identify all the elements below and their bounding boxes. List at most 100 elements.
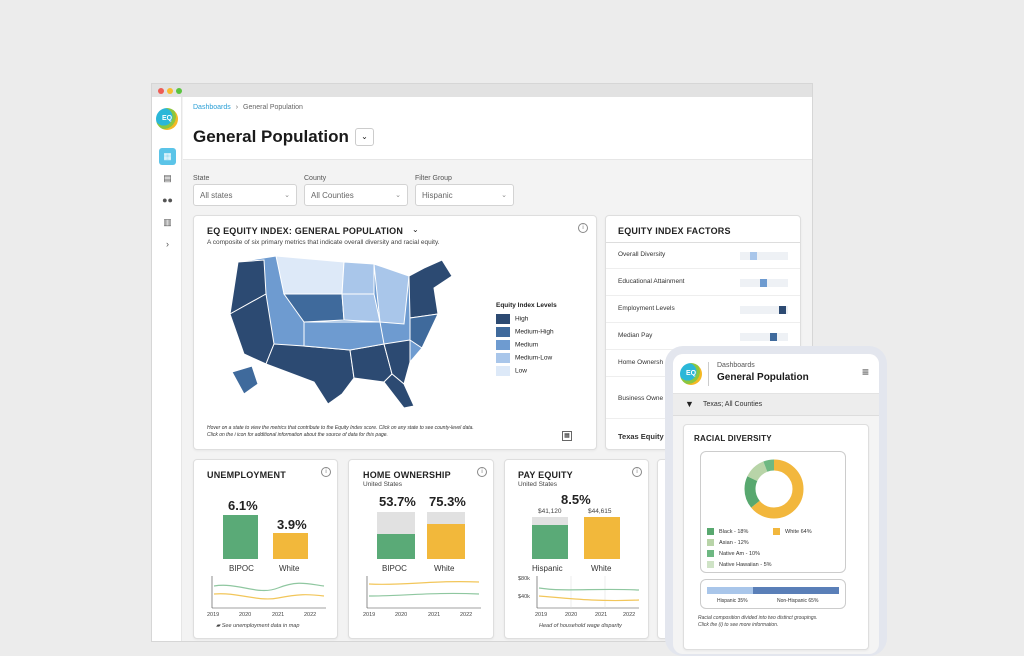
legend-label: Low [515,367,527,375]
factor-label: Business Owne [618,395,664,402]
white-bar[interactable] [427,523,465,559]
equity-index-title: EQ EQUITY INDEX: GENERAL POPULATION [207,226,404,236]
factor-row[interactable]: Texas Equity [606,423,800,449]
bipoc-value: 6.1% [228,498,258,513]
white-bar[interactable] [273,533,308,559]
legend-item: Medium-Low [496,353,552,363]
factor-marker [750,252,757,260]
state-filter-label: State [193,175,210,182]
legend-swatch [773,528,780,535]
non-hispanic-segment[interactable] [753,587,839,594]
info-icon[interactable]: i [578,223,588,233]
phone-breadcrumb[interactable]: Dashboards [717,362,755,369]
info-icon[interactable]: i [477,467,487,477]
pay-trend-chart[interactable] [535,574,641,612]
white-label: White [434,564,455,573]
bipoc-bar[interactable] [377,533,415,559]
divider [708,362,709,386]
us-choropleth-map[interactable] [224,254,469,414]
legend-label: Medium [515,341,539,349]
building-icon[interactable]: ▤ [163,173,172,183]
phone-page-title: General Population [717,372,809,383]
divider [606,242,800,243]
people-icon[interactable]: ●● [162,195,173,205]
factor-marker [770,333,777,341]
hispanic-segment[interactable] [707,587,753,594]
legend-title: Equity Index Levels [496,302,557,309]
factor-marker [760,279,767,287]
bipoc-bar-track [377,512,415,559]
y-axis-label: $40k [518,594,530,600]
white-bar-track [427,512,465,559]
unemployment-note[interactable]: ▰ See unemployment data in map [216,623,299,629]
eq-logo[interactable]: EQ [156,108,178,130]
year-label: 2021 [595,612,608,618]
home-ownership-title: HOME OWNERSHIP [363,470,451,480]
book-icon[interactable]: ▥ [163,217,172,227]
factor-track [740,279,788,287]
year-label: 2019 [535,612,548,618]
chevron-down-icon: ⌄ [395,192,401,199]
expand-chevron-icon[interactable]: › [166,239,169,249]
white-bar[interactable] [584,517,620,559]
factor-label: Median Pay [618,332,653,339]
equity-index-subtitle: A composite of six primary metrics that … [207,239,440,246]
hispanic-bar[interactable] [532,525,568,559]
legend-swatch [707,539,714,546]
factor-track [740,333,788,341]
donut-slice-black[interactable] [744,459,804,519]
pay-equity-title: PAY EQUITY [518,470,573,480]
legend-swatch [496,340,510,350]
chevron-down-icon[interactable]: ⌄ [412,225,419,234]
home-ownership-trend-chart[interactable] [363,574,483,612]
maximize-dot[interactable] [176,88,182,94]
donut-panel: Black - 18% White 64% Asian - 12% Native… [700,451,846,573]
unemployment-trend-chart[interactable] [208,574,328,612]
factor-marker [779,306,786,314]
year-label: 2020 [565,612,578,618]
legend-item: Native Am - 10% [707,550,760,557]
eq-logo[interactable]: EQ [680,363,702,385]
county-select[interactable]: All Counties ⌄ [304,184,408,206]
dashboard-icon[interactable]: ▦ [159,148,176,165]
factor-label: Employment Levels [618,305,675,312]
racial-donut-chart[interactable] [743,458,805,520]
phone-filter-bar[interactable]: ▼ Texas; All Counties [673,394,879,416]
legend-swatch [496,366,510,376]
filter-icon: ▼ [685,399,694,409]
factor-track [740,252,788,260]
sidebar: EQ ▦ ▤ ●● ▥ › [152,97,182,641]
info-icon[interactable]: i [632,467,642,477]
breadcrumb-dashboards[interactable]: Dashboards [193,104,231,111]
close-dot[interactable] [158,88,164,94]
factor-row[interactable]: Employment Levels [606,296,800,323]
info-icon[interactable]: i [321,467,331,477]
donut-slice-native-am[interactable] [744,459,804,519]
legend-swatch [496,314,510,324]
legend-swatch [707,550,714,557]
pay-equity-card: PAY EQUITY United States i 8.5% $41,120 … [504,459,649,639]
hamburger-menu-icon[interactable]: ≡ [861,365,869,379]
year-label: 2022 [460,612,473,618]
phone-mockup: EQ Dashboards General Population ≡ ▼ Tex… [665,346,887,656]
factor-row[interactable]: Educational Attainment [606,269,800,296]
legend-item: High [496,314,528,324]
factor-row[interactable]: Overall Diversity [606,242,800,269]
unemployment-card: UNEMPLOYMENT i 6.1% 3.9% BIPOC White 201… [193,459,338,639]
legend-item: Low [496,366,527,376]
bipoc-bar[interactable] [223,515,258,559]
title-dropdown-button[interactable]: ⌄ [355,128,374,146]
state-select[interactable]: All states ⌄ [193,184,297,206]
phone-note-1: Racial composition divided into two dist… [698,615,818,621]
group-select[interactable]: Hispanic ⌄ [415,184,514,206]
racial-diversity-title: RACIAL DIVERSITY [694,434,772,443]
state-select-value: All states [200,191,233,200]
legend-label: Native Am - 10% [719,550,760,557]
page-title: General Population [193,127,349,146]
table-icon[interactable]: ▦ [562,431,572,441]
county-select-value: All Counties [311,191,354,200]
home-ownership-subtitle: United States [363,481,403,488]
breadcrumb-current: General Population [243,104,303,111]
non-hispanic-share-label: Non-Hispanic 65% [777,598,819,604]
minimize-dot[interactable] [167,88,173,94]
